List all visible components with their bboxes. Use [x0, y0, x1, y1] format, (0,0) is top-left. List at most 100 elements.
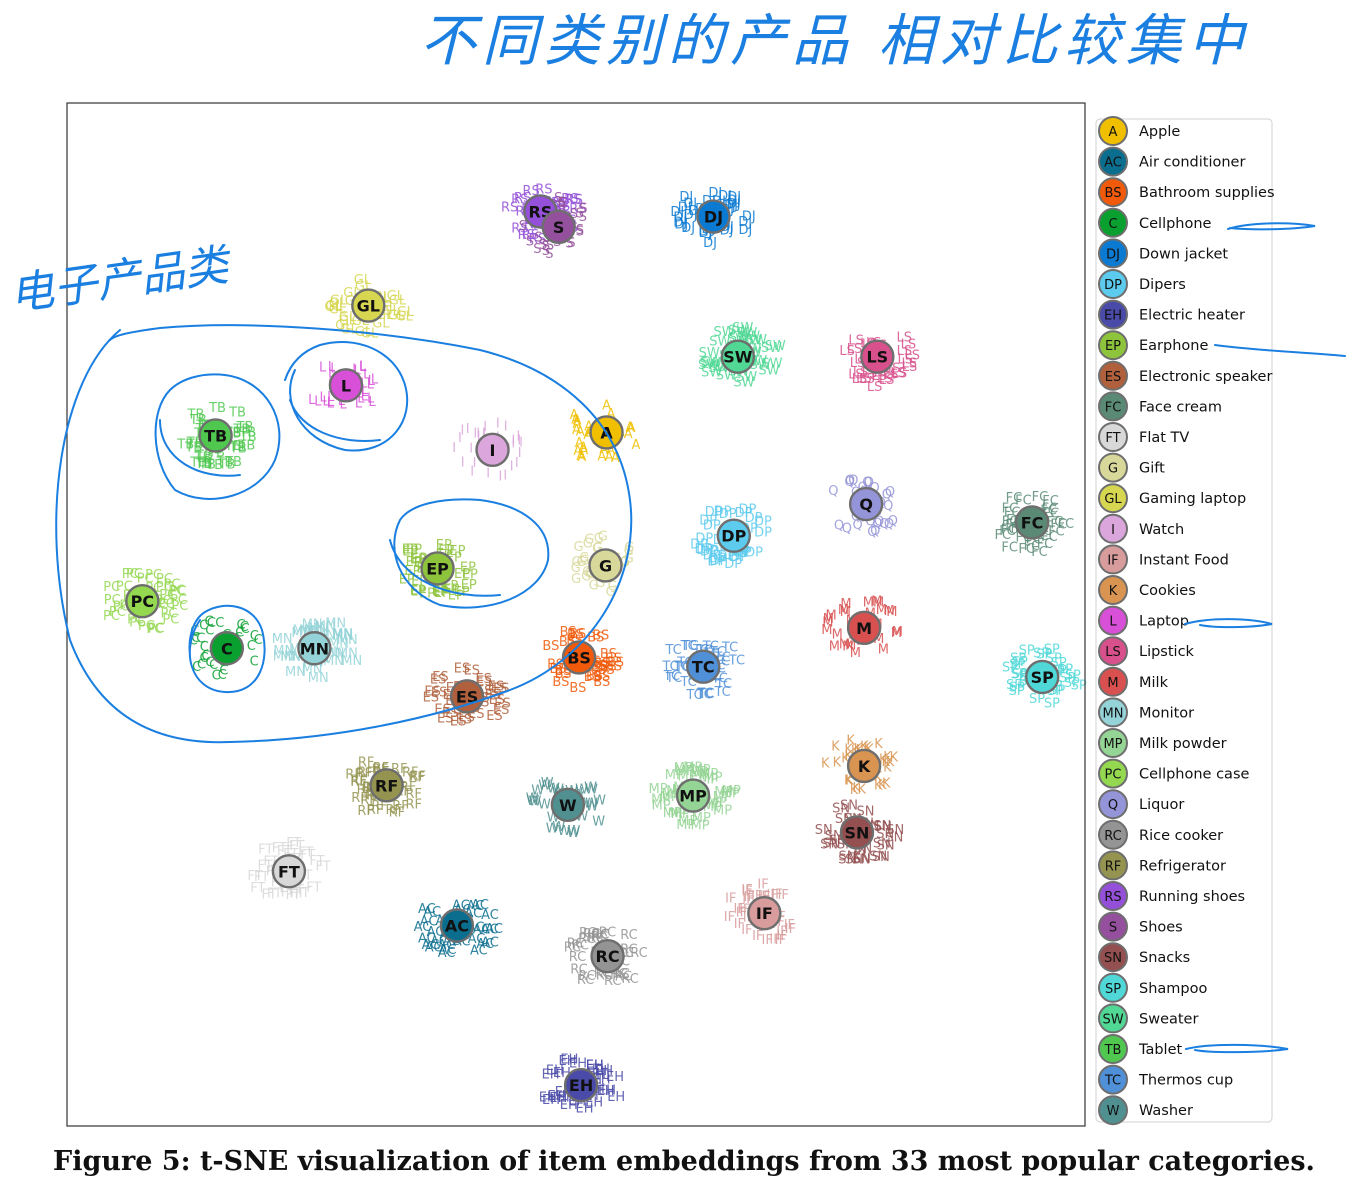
scatter-point-ac: AC	[467, 899, 485, 914]
scatter-point-fc: FC	[1001, 522, 1018, 537]
legend-swatch	[1098, 697, 1128, 728]
scatter-point-l: L	[359, 360, 367, 375]
scatter-point-c: C	[219, 664, 228, 679]
scatter-point-w: W	[568, 824, 581, 839]
scatter-point-tb: TB	[194, 451, 212, 466]
scatter-point-ac: AC	[476, 937, 494, 952]
scatter-point-dp: DP	[699, 514, 717, 529]
legend-label: Liquor	[1139, 797, 1184, 813]
scatter-point-rf: RF	[408, 771, 425, 786]
scatter-point-ac: AC	[468, 932, 486, 947]
legend-code: Q	[1108, 798, 1118, 813]
scatter-point-a: A	[576, 449, 585, 464]
legend-item-mn: MN Monitor	[1098, 697, 1194, 728]
scatter-point-dj: DJ	[683, 197, 697, 212]
scatter-point-bs: BS	[586, 669, 603, 684]
scatter-point-q: Q	[865, 514, 875, 529]
scatter-point-rc: RC	[621, 972, 638, 987]
centroid-marker	[351, 288, 386, 323]
scatter-point-eh: EH	[548, 1089, 566, 1104]
scatter-point-i: I	[519, 435, 523, 450]
scatter-point-g: G	[624, 551, 634, 566]
scatter-point-l: L	[360, 377, 368, 392]
scatter-point-i: I	[515, 456, 519, 471]
scatter-point-eh: EH	[586, 1059, 604, 1074]
legend-code: MN	[1103, 706, 1124, 721]
scatter-point-ls: LS	[852, 372, 868, 387]
scatter-point-rf: RF	[357, 783, 374, 798]
scatter-point-i: I	[452, 441, 456, 456]
scatter-point-mn: MN	[273, 650, 294, 665]
scatter-point-c: C	[200, 651, 209, 666]
scatter-point-c: C	[250, 655, 259, 670]
scatter-point-m: M	[840, 605, 851, 620]
scatter-point-ft: FT	[298, 846, 313, 861]
scatter-point-g: G	[608, 580, 618, 595]
scatter-point-c: C	[218, 668, 227, 683]
scatter-point-l: L	[355, 397, 363, 412]
scatter-point-sw: SW	[701, 365, 722, 380]
scatter-point-fc: FC	[1001, 540, 1018, 555]
scatter-point-rf: RF	[345, 767, 362, 782]
scatter-point-sw: SW	[739, 330, 760, 345]
scatter-point-g: G	[572, 555, 582, 570]
scatter-point-w: W	[552, 820, 565, 835]
scatter-point-ls: LS	[848, 367, 864, 382]
scatter-point-dj: DJ	[703, 236, 717, 251]
legend-item-eh: EH Electric heater	[1098, 299, 1245, 330]
scatter-point-c: C	[235, 625, 244, 640]
scatter-point-k: K	[833, 755, 842, 770]
scatter-point-rf: RF	[357, 804, 374, 819]
legend-swatch	[1098, 575, 1128, 605]
scatter-point-dj: DJ	[727, 194, 741, 209]
scatter-point-a: A	[611, 451, 620, 466]
scatter-point-sp: SP	[1029, 692, 1045, 707]
legend-code: FT	[1105, 431, 1120, 446]
scatter-point-g: G	[579, 551, 589, 566]
scatter-point-s: S	[546, 239, 554, 254]
scatter-point-ac: AC	[481, 922, 499, 937]
scatter-point-tc: TC	[698, 687, 715, 702]
centroid-m: M	[846, 610, 882, 645]
scatter-point-pc: PC	[168, 583, 185, 598]
legend-label: Electronic speaker	[1139, 369, 1272, 385]
scatter-point-w: W	[567, 826, 580, 841]
scatter-point-rc: RC	[599, 925, 616, 940]
scatter-point-g: G	[582, 565, 592, 580]
scatter-point-c: C	[212, 668, 221, 683]
centroid-marker	[720, 339, 756, 374]
scatter-point-ls: LS	[902, 360, 918, 375]
scatter-point-a: A	[583, 428, 592, 443]
centroid-ft: FT	[271, 854, 307, 889]
scatter-point-eh: EH	[542, 1067, 560, 1082]
scatter-point-dj: DJ	[739, 223, 753, 238]
scatter-point-if: IF	[751, 889, 762, 904]
centroid-ep: EP	[420, 551, 455, 586]
scatter-point-ft: FT	[267, 887, 282, 902]
scatter-point-mp: MP	[663, 806, 682, 821]
scatter-point-rf: RF	[402, 766, 419, 781]
scatter-point-q: Q	[879, 517, 889, 532]
scatter-point-fc: FC	[999, 524, 1016, 539]
scatter-point-rc: RC	[591, 928, 608, 943]
scatter-point-g: G	[592, 541, 602, 556]
scatter-point-mn: MN	[325, 617, 346, 632]
legend-swatch	[1098, 299, 1128, 330]
scatter-point-rf: RF	[358, 755, 375, 770]
pen-underline-cellphone	[1227, 222, 1316, 231]
scatter-point-s: S	[542, 244, 550, 259]
centroid-tc: TC	[686, 649, 721, 684]
scatter-point-eh: EH	[576, 1102, 594, 1117]
legend-item-ep: EP Earphone	[1098, 330, 1208, 361]
scatter-point-pc: PC	[138, 619, 155, 634]
scatter-point-c: C	[189, 634, 198, 649]
scatter-point-ac: AC	[438, 938, 456, 953]
scatter-point-fc: FC	[1050, 518, 1067, 533]
scatter-point-w: W	[527, 794, 540, 809]
legend-label: Shoes	[1139, 920, 1183, 936]
legend-swatch	[1098, 728, 1128, 758]
scatter-point-l: L	[320, 391, 328, 406]
scatter-point-mn: MN	[280, 650, 301, 665]
scatter-point-ls: LS	[847, 342, 863, 357]
scatter-point-rc: RC	[570, 962, 587, 977]
